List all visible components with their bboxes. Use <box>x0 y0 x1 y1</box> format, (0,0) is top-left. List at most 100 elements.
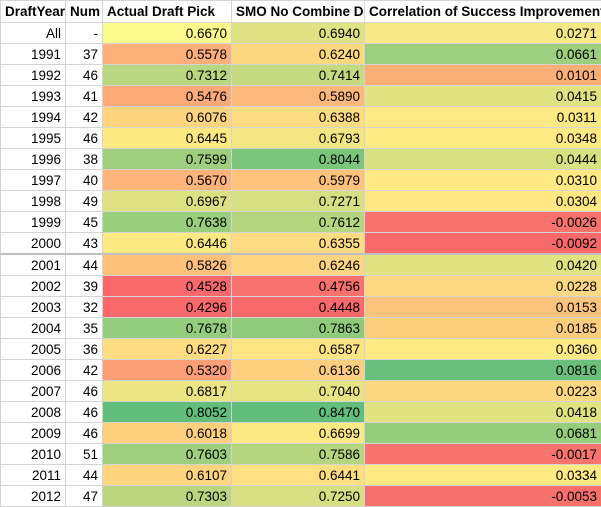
cell-draftyear[interactable]: 1993 <box>1 86 66 107</box>
cell-num[interactable]: - <box>66 23 103 44</box>
cell-num[interactable]: 37 <box>66 44 103 65</box>
cell-num[interactable]: 43 <box>66 233 103 255</box>
cell-smo-no-combine[interactable]: 0.5979 <box>232 170 365 191</box>
cell-smo-no-combine[interactable]: 0.6940 <box>232 23 365 44</box>
cell-correlation[interactable]: 0.0420 <box>365 254 601 276</box>
cell-num[interactable]: 42 <box>66 360 103 381</box>
cell-smo-no-combine[interactable]: 0.7586 <box>232 444 365 465</box>
cell-draftyear[interactable]: 2002 <box>1 276 66 297</box>
cell-actual-draft-pick[interactable]: 0.6817 <box>103 381 232 402</box>
cell-smo-no-combine[interactable]: 0.6240 <box>232 44 365 65</box>
cell-actual-draft-pick[interactable]: 0.7638 <box>103 212 232 233</box>
cell-num[interactable]: 49 <box>66 191 103 212</box>
cell-correlation[interactable]: 0.0304 <box>365 191 601 212</box>
cell-actual-draft-pick[interactable]: 0.6107 <box>103 465 232 486</box>
cell-smo-no-combine[interactable]: 0.8044 <box>232 149 365 170</box>
cell-draftyear[interactable]: 2001 <box>1 254 66 276</box>
cell-draftyear[interactable]: 2010 <box>1 444 66 465</box>
header-actual-draft-pick[interactable]: Actual Draft Pick <box>103 1 232 23</box>
cell-smo-no-combine[interactable]: 0.7414 <box>232 65 365 86</box>
cell-num[interactable]: 38 <box>66 149 103 170</box>
cell-actual-draft-pick[interactable]: 0.7599 <box>103 149 232 170</box>
cell-draftyear[interactable]: 2004 <box>1 318 66 339</box>
cell-draftyear[interactable]: 1998 <box>1 191 66 212</box>
cell-correlation[interactable]: 0.0661 <box>365 44 601 65</box>
cell-smo-no-combine[interactable]: 0.7612 <box>232 212 365 233</box>
cell-correlation[interactable]: 0.0415 <box>365 86 601 107</box>
cell-draftyear[interactable]: 2007 <box>1 381 66 402</box>
cell-correlation[interactable]: 0.0444 <box>365 149 601 170</box>
cell-smo-no-combine[interactable]: 0.6136 <box>232 360 365 381</box>
cell-smo-no-combine[interactable]: 0.6587 <box>232 339 365 360</box>
cell-num[interactable]: 46 <box>66 128 103 149</box>
cell-actual-draft-pick[interactable]: 0.6967 <box>103 191 232 212</box>
cell-draftyear[interactable]: 2000 <box>1 233 66 255</box>
cell-correlation[interactable]: 0.0681 <box>365 423 601 444</box>
cell-actual-draft-pick[interactable]: 0.6018 <box>103 423 232 444</box>
cell-smo-no-combine[interactable]: 0.4756 <box>232 276 365 297</box>
cell-smo-no-combine[interactable]: 0.6793 <box>232 128 365 149</box>
cell-actual-draft-pick[interactable]: 0.6445 <box>103 128 232 149</box>
cell-num[interactable]: 46 <box>66 402 103 423</box>
cell-draftyear[interactable]: 1997 <box>1 170 66 191</box>
cell-draftyear[interactable]: 1996 <box>1 149 66 170</box>
cell-correlation[interactable]: 0.0348 <box>365 128 601 149</box>
header-num[interactable]: Num <box>66 1 103 23</box>
cell-correlation[interactable]: -0.0092 <box>365 233 601 255</box>
cell-actual-draft-pick[interactable]: 0.7312 <box>103 65 232 86</box>
cell-correlation[interactable]: 0.0334 <box>365 465 601 486</box>
cell-draftyear[interactable]: 1991 <box>1 44 66 65</box>
cell-num[interactable]: 44 <box>66 254 103 276</box>
cell-actual-draft-pick[interactable]: 0.7303 <box>103 486 232 507</box>
cell-draftyear[interactable]: 1999 <box>1 212 66 233</box>
cell-actual-draft-pick[interactable]: 0.4528 <box>103 276 232 297</box>
cell-num[interactable]: 40 <box>66 170 103 191</box>
cell-draftyear[interactable]: 2008 <box>1 402 66 423</box>
cell-actual-draft-pick[interactable]: 0.6446 <box>103 233 232 255</box>
header-draftyear[interactable]: DraftYear <box>1 1 66 23</box>
cell-smo-no-combine[interactable]: 0.7040 <box>232 381 365 402</box>
cell-actual-draft-pick[interactable]: 0.7678 <box>103 318 232 339</box>
cell-num[interactable]: 36 <box>66 339 103 360</box>
cell-smo-no-combine[interactable]: 0.5890 <box>232 86 365 107</box>
cell-num[interactable]: 51 <box>66 444 103 465</box>
cell-draftyear[interactable]: 1994 <box>1 107 66 128</box>
cell-smo-no-combine[interactable]: 0.4448 <box>232 297 365 318</box>
cell-smo-no-combine[interactable]: 0.6388 <box>232 107 365 128</box>
cell-actual-draft-pick[interactable]: 0.5578 <box>103 44 232 65</box>
cell-correlation[interactable]: 0.0228 <box>365 276 601 297</box>
cell-num[interactable]: 47 <box>66 486 103 507</box>
cell-correlation[interactable]: 0.0101 <box>365 65 601 86</box>
cell-num[interactable]: 46 <box>66 381 103 402</box>
cell-correlation[interactable]: -0.0026 <box>365 212 601 233</box>
cell-actual-draft-pick[interactable]: 0.5670 <box>103 170 232 191</box>
cell-draftyear[interactable]: 1992 <box>1 65 66 86</box>
cell-actual-draft-pick[interactable]: 0.6076 <box>103 107 232 128</box>
cell-draftyear[interactable]: 2003 <box>1 297 66 318</box>
cell-correlation[interactable]: 0.0271 <box>365 23 601 44</box>
cell-actual-draft-pick[interactable]: 0.6670 <box>103 23 232 44</box>
cell-smo-no-combine[interactable]: 0.7271 <box>232 191 365 212</box>
cell-smo-no-combine[interactable]: 0.8470 <box>232 402 365 423</box>
cell-draftyear[interactable]: 2012 <box>1 486 66 507</box>
cell-smo-no-combine[interactable]: 0.6699 <box>232 423 365 444</box>
cell-correlation[interactable]: 0.0153 <box>365 297 601 318</box>
cell-num[interactable]: 45 <box>66 212 103 233</box>
cell-actual-draft-pick[interactable]: 0.7603 <box>103 444 232 465</box>
header-correlation-improvement[interactable]: Correlation of Success Improvement <box>365 1 601 23</box>
cell-smo-no-combine[interactable]: 0.6246 <box>232 254 365 276</box>
cell-draftyear[interactable]: 2005 <box>1 339 66 360</box>
cell-actual-draft-pick[interactable]: 0.4296 <box>103 297 232 318</box>
cell-actual-draft-pick[interactable]: 0.5476 <box>103 86 232 107</box>
cell-correlation[interactable]: -0.0053 <box>365 486 601 507</box>
cell-actual-draft-pick[interactable]: 0.8052 <box>103 402 232 423</box>
cell-num[interactable]: 42 <box>66 107 103 128</box>
cell-correlation[interactable]: 0.0310 <box>365 170 601 191</box>
cell-draftyear[interactable]: 2009 <box>1 423 66 444</box>
cell-draftyear[interactable]: All <box>1 23 66 44</box>
cell-num[interactable]: 46 <box>66 65 103 86</box>
cell-num[interactable]: 46 <box>66 423 103 444</box>
cell-smo-no-combine[interactable]: 0.7863 <box>232 318 365 339</box>
cell-actual-draft-pick[interactable]: 0.5826 <box>103 254 232 276</box>
cell-draftyear[interactable]: 2011 <box>1 465 66 486</box>
